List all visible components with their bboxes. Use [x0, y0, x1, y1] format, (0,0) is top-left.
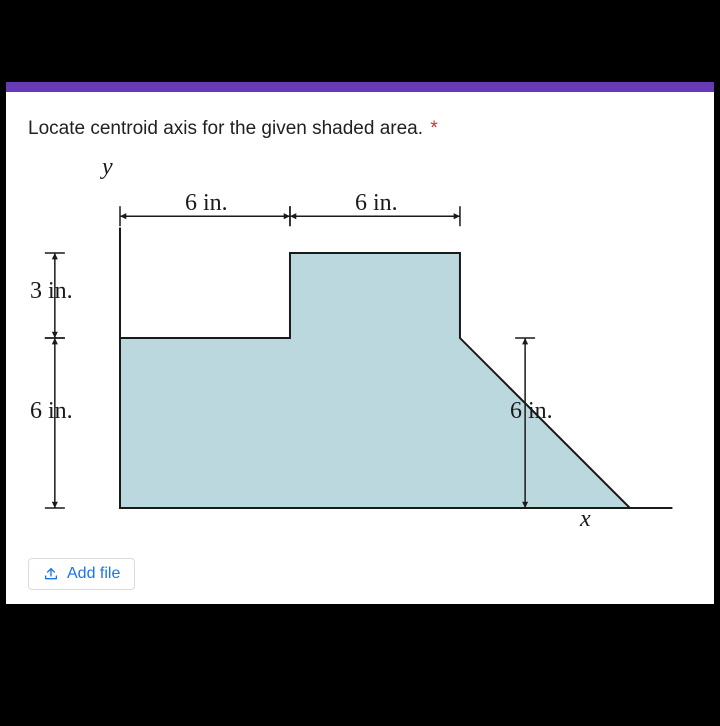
dim-right-6in: 6 in. [510, 398, 553, 425]
question-card: Locate centroid axis for the given shade… [6, 82, 714, 604]
card-accent-bar [6, 82, 714, 92]
dim-top-6in-left: 6 in. [185, 190, 228, 217]
add-file-button[interactable]: Add file [28, 558, 135, 590]
dim-left-6in: 6 in. [30, 398, 73, 425]
add-file-label: Add file [67, 565, 120, 583]
x-axis-label: x [580, 506, 591, 533]
dim-left-3in: 3 in. [30, 278, 73, 305]
page-root: Locate centroid axis for the given shade… [0, 0, 720, 726]
required-asterisk: * [430, 118, 437, 139]
upload-icon [43, 566, 59, 582]
dim-top-6in-right: 6 in. [355, 190, 398, 217]
question-text: Locate centroid axis for the given shade… [28, 118, 423, 139]
y-axis-label: y [102, 154, 113, 181]
question-text-row: Locate centroid axis for the given shade… [6, 92, 714, 148]
figure-container: y x 6 in. 6 in. 3 in. 6 in. 6 in. [20, 148, 700, 548]
